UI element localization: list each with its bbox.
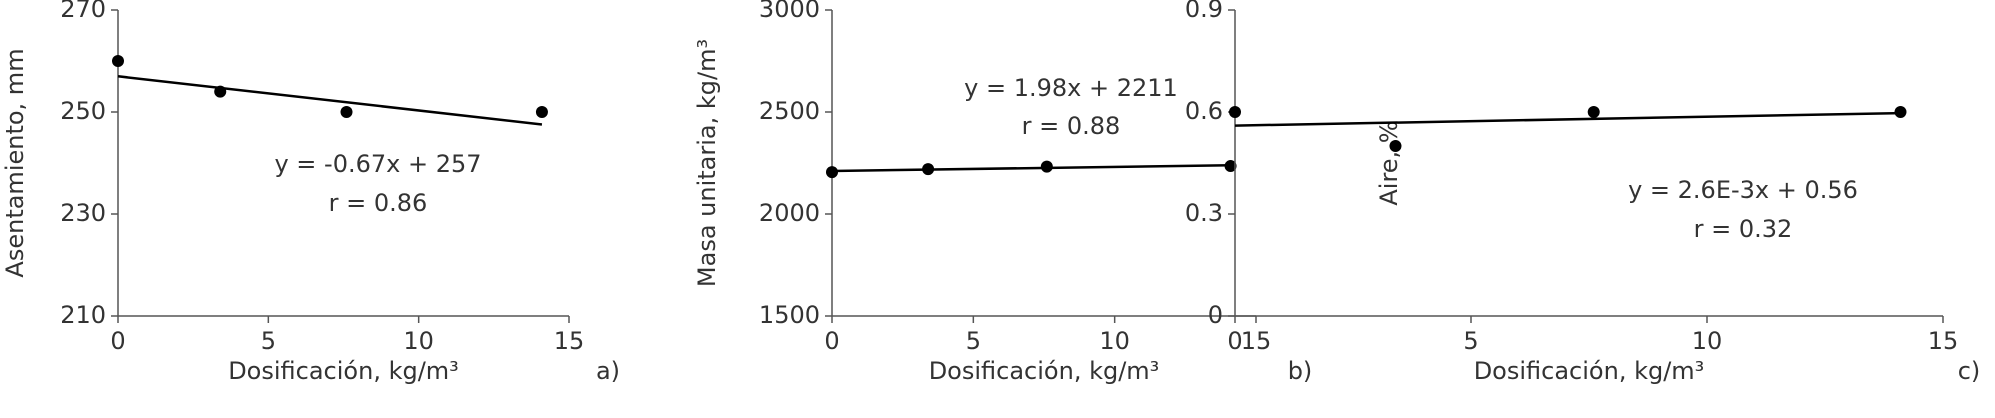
data-point bbox=[214, 85, 227, 98]
annotation: y = 2.6E-3x + 0.56 bbox=[1628, 176, 1858, 204]
x-tick-label: 10 bbox=[403, 327, 434, 355]
data-point bbox=[826, 166, 838, 179]
x-tick-label: 0 bbox=[1227, 327, 1242, 355]
annotation: r = 0.86 bbox=[329, 189, 428, 217]
x-tick-label: 10 bbox=[1692, 327, 1723, 355]
y-tick-label: 0 bbox=[1208, 301, 1223, 329]
panel-label: c) bbox=[1958, 357, 1981, 385]
x-tick-label: 0 bbox=[110, 327, 125, 355]
x-tick-label: 5 bbox=[261, 327, 276, 355]
annotation: y = 1.98x + 2211 bbox=[964, 74, 1178, 102]
trendline bbox=[831, 164, 1231, 173]
y-tick-label: 2500 bbox=[759, 97, 820, 125]
y-tick-label: 0.3 bbox=[1185, 199, 1223, 227]
data-point bbox=[1587, 106, 1600, 118]
data-point bbox=[1040, 160, 1053, 173]
y-tick-label: 1500 bbox=[759, 301, 820, 329]
y-axis-label: Aire, % bbox=[1375, 120, 1403, 205]
x-tick-label: 0 bbox=[824, 327, 839, 355]
trendline bbox=[1234, 111, 1901, 127]
y-axis-label: Asentamiento, mm bbox=[1, 48, 29, 277]
x-axis-label: Dosificación, kg/m³ bbox=[228, 357, 459, 385]
y-tick-label: 250 bbox=[60, 97, 106, 125]
y-axis-label: Masa unitaria, kg/m³ bbox=[693, 39, 721, 287]
x-tick-label: 5 bbox=[1463, 327, 1478, 355]
data-point bbox=[922, 163, 935, 176]
annotation: r = 0.32 bbox=[1694, 215, 1793, 243]
x-axis-label: Dosificación, kg/m³ bbox=[1474, 357, 1705, 385]
data-point bbox=[112, 55, 124, 67]
y-tick-label: 0.9 bbox=[1185, 0, 1223, 23]
x-tick-label: 15 bbox=[1241, 327, 1272, 355]
data-point bbox=[1229, 106, 1241, 118]
x-tick-label: 10 bbox=[1099, 327, 1130, 355]
annotation: r = 0.88 bbox=[1022, 112, 1121, 140]
annotation: y = -0.67x + 257 bbox=[274, 150, 481, 178]
data-point bbox=[1389, 140, 1402, 152]
x-tick-label: 15 bbox=[554, 327, 585, 355]
data-point bbox=[1224, 160, 1237, 173]
y-tick-label: 0.6 bbox=[1185, 97, 1223, 125]
panel-label: b) bbox=[1288, 357, 1313, 385]
panel-label: a) bbox=[596, 357, 620, 385]
x-tick-label: 15 bbox=[1928, 327, 1959, 355]
y-tick-label: 270 bbox=[60, 0, 106, 23]
y-tick-label: 230 bbox=[60, 199, 106, 227]
y-tick-label: 3000 bbox=[759, 0, 820, 23]
x-axis-label: Dosificación, kg/m³ bbox=[929, 357, 1160, 385]
data-point bbox=[1894, 106, 1907, 118]
data-point bbox=[535, 106, 548, 118]
data-point bbox=[340, 106, 353, 118]
y-tick-label: 210 bbox=[60, 301, 106, 329]
x-tick-label: 5 bbox=[966, 327, 981, 355]
y-tick-label: 2000 bbox=[759, 199, 820, 227]
trendline bbox=[117, 75, 543, 126]
